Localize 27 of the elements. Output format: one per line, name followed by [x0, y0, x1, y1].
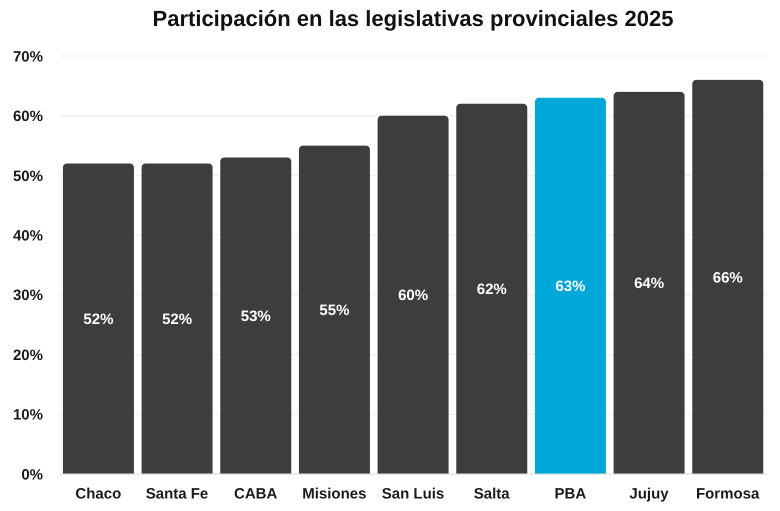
- x-tick-label: CABA: [234, 486, 278, 503]
- data-label: 62%: [476, 281, 507, 298]
- data-label: 52%: [83, 311, 114, 328]
- y-tick-label: 20%: [12, 346, 43, 364]
- y-tick-label: 70%: [12, 48, 43, 66]
- x-tick-label: Misiones: [302, 486, 366, 503]
- x-tick-label: Jujuy: [629, 486, 670, 503]
- x-tick-label: Santa Fe: [146, 486, 208, 503]
- y-tick-label: 60%: [12, 108, 43, 126]
- y-tick-label: 10%: [12, 406, 43, 424]
- data-label: 60%: [398, 287, 428, 304]
- data-label: 53%: [240, 308, 271, 326]
- data-label: 66%: [712, 269, 743, 286]
- x-tick-label: San Luis: [382, 486, 444, 503]
- y-tick-label: 50%: [12, 168, 43, 185]
- data-label: 55%: [319, 302, 350, 320]
- y-tick-label: 40%: [12, 227, 43, 244]
- y-tick-label: 0%: [21, 466, 43, 484]
- chart-title: Participación en las legislativas provinciales 2025: [152, 6, 674, 32]
- data-label: 63%: [555, 278, 586, 296]
- x-tick-label: Formosa: [696, 486, 760, 503]
- data-label: 64%: [634, 275, 664, 292]
- x-tick-label: Chaco: [75, 486, 122, 503]
- x-tick-label: PBA: [554, 486, 586, 503]
- data-label: 52%: [162, 311, 192, 328]
- y-tick-label: 30%: [12, 287, 43, 304]
- x-tick-label: Salta: [474, 486, 510, 503]
